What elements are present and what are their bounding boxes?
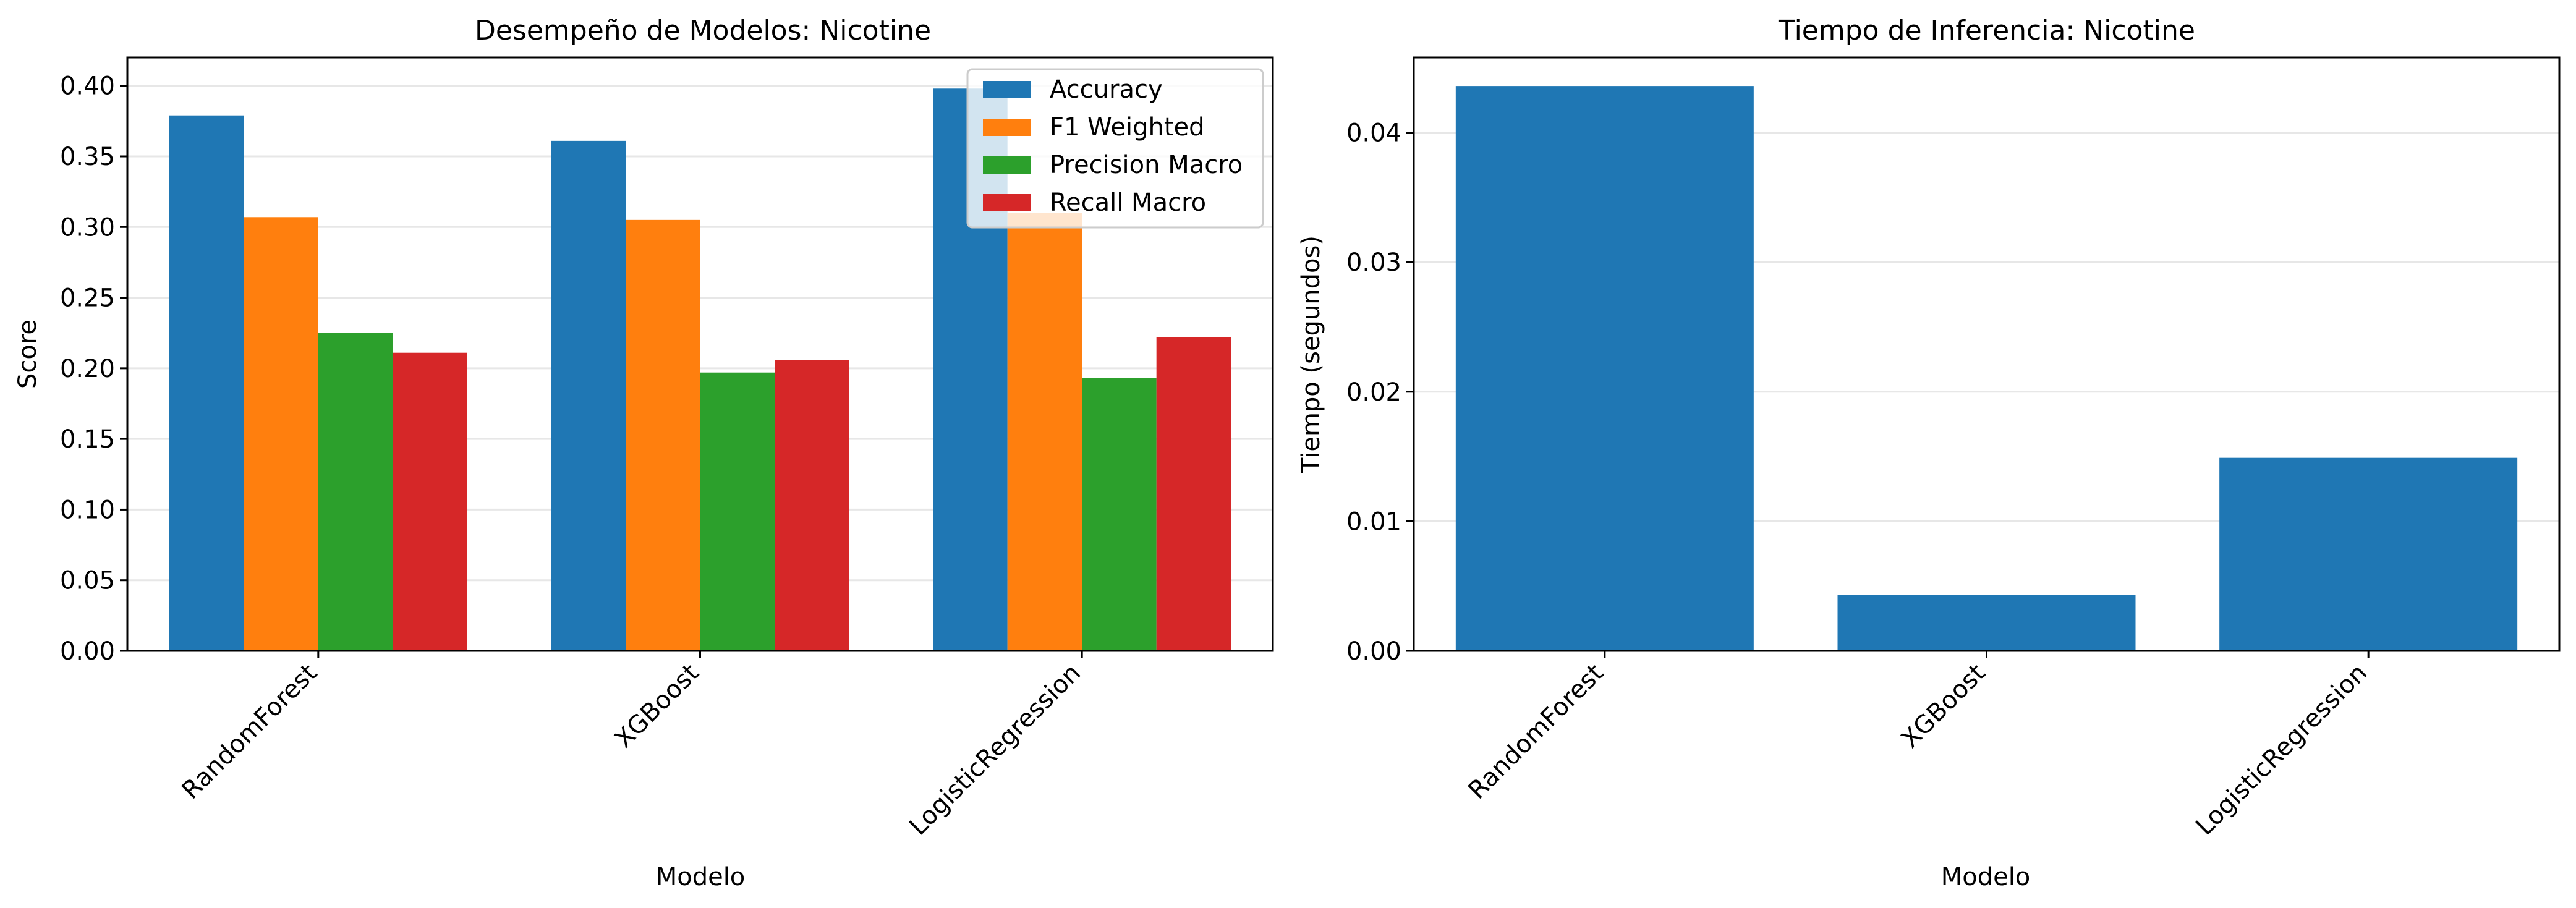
x-tick-label-logisticregression: LogisticRegression: [904, 659, 1086, 841]
bar-recall-macro-logisticregression: [1156, 337, 1231, 651]
legend-swatch-recall-macro: [983, 194, 1031, 211]
legend-swatch-accuracy: [983, 81, 1031, 98]
bar-accuracy-xgboost: [551, 140, 626, 651]
chart-inference-y-axis: 0.00 0.01 0.02 0.03 0.04: [1346, 119, 1414, 666]
y-tick-label: 0.02: [1346, 378, 1401, 407]
legend-swatch-f1-weighted: [983, 119, 1031, 136]
chart-performance-x-axis: RandomForest XGBoost LogisticRegression: [176, 651, 1086, 841]
y-tick-label: 0.05: [60, 567, 115, 595]
bar-precision-macro-xgboost: [700, 372, 775, 651]
chart-performance-bars: [169, 88, 1231, 651]
legend-label-f1-weighted: F1 Weighted: [1050, 113, 1205, 142]
bar-accuracy-randomforest: [169, 115, 244, 651]
chart-performance-xlabel: Modelo: [656, 863, 746, 891]
y-tick-label: 0.00: [1346, 637, 1401, 666]
bar-logisticregression: [2219, 457, 2518, 651]
legend-label-precision-macro: Precision Macro: [1050, 151, 1243, 179]
chart-performance-ylabel: Score: [14, 320, 42, 389]
y-tick-label: 0.00: [60, 637, 115, 666]
y-tick-label: 0.15: [60, 425, 115, 454]
y-tick-label: 0.20: [60, 355, 115, 383]
bar-f1-weighted-xgboost: [626, 219, 700, 651]
x-tick-label-randomforest: RandomForest: [176, 659, 322, 805]
x-tick-label-randomforest: RandomForest: [1463, 659, 1609, 805]
chart-inference-title: Tiempo de Inferencia: Nicotine: [1778, 15, 2195, 46]
bar-precision-macro-randomforest: [318, 333, 393, 651]
chart-inference-xlabel: Modelo: [1941, 863, 2031, 891]
y-tick-label: 0.10: [60, 496, 115, 524]
bar-recall-macro-xgboost: [775, 360, 849, 651]
x-tick-label-xgboost: XGBoost: [1896, 659, 1991, 754]
y-tick-label: 0.40: [60, 72, 115, 101]
x-tick-label-logisticregression: LogisticRegression: [2190, 659, 2373, 841]
bar-randomforest: [1455, 86, 1754, 651]
y-tick-label: 0.25: [60, 284, 115, 313]
y-tick-label: 0.04: [1346, 119, 1401, 148]
legend-label-accuracy: Accuracy: [1050, 75, 1163, 104]
chart-inference-time: Tiempo de Inferencia: Nicotine 0.000.010…: [1297, 15, 2561, 891]
y-tick-label: 0.35: [60, 143, 115, 171]
bar-precision-macro-logisticregression: [1082, 378, 1157, 651]
bar-f1-weighted-logisticregression: [1007, 213, 1082, 651]
y-tick-label: 0.03: [1346, 248, 1401, 277]
legend-swatch-precision-macro: [983, 156, 1031, 174]
chart-performance-y-axis: 0.00 0.05 0.10 0.15 0.20 0.25 0.30 0.35 0.40: [60, 72, 127, 666]
bar-recall-macro-randomforest: [393, 352, 467, 651]
y-tick-label: 0.30: [60, 213, 115, 242]
bar-f1-weighted-randomforest: [244, 217, 318, 651]
chart-performance: Desempeño de Modelos: Nicotine 0.000.050…: [14, 15, 1274, 891]
chart-inference-bars: [1455, 86, 2518, 651]
chart-inference-x-axis: RandomForest XGBoost LogisticRegression: [1463, 651, 2373, 841]
chart-inference-ylabel: Tiempo (segundos): [1297, 235, 1325, 473]
y-tick-label: 0.01: [1346, 507, 1401, 536]
bar-xgboost: [1837, 595, 2136, 651]
legend-box: [966, 68, 1264, 229]
x-tick-label-xgboost: XGBoost: [610, 659, 705, 754]
chart-performance-title: Desempeño de Modelos: Nicotine: [475, 15, 931, 46]
legend-label-recall-macro: Recall Macro: [1050, 189, 1206, 217]
chart-performance-legend: Accuracy F1 Weighted Precision Macro Rec…: [966, 68, 1264, 229]
